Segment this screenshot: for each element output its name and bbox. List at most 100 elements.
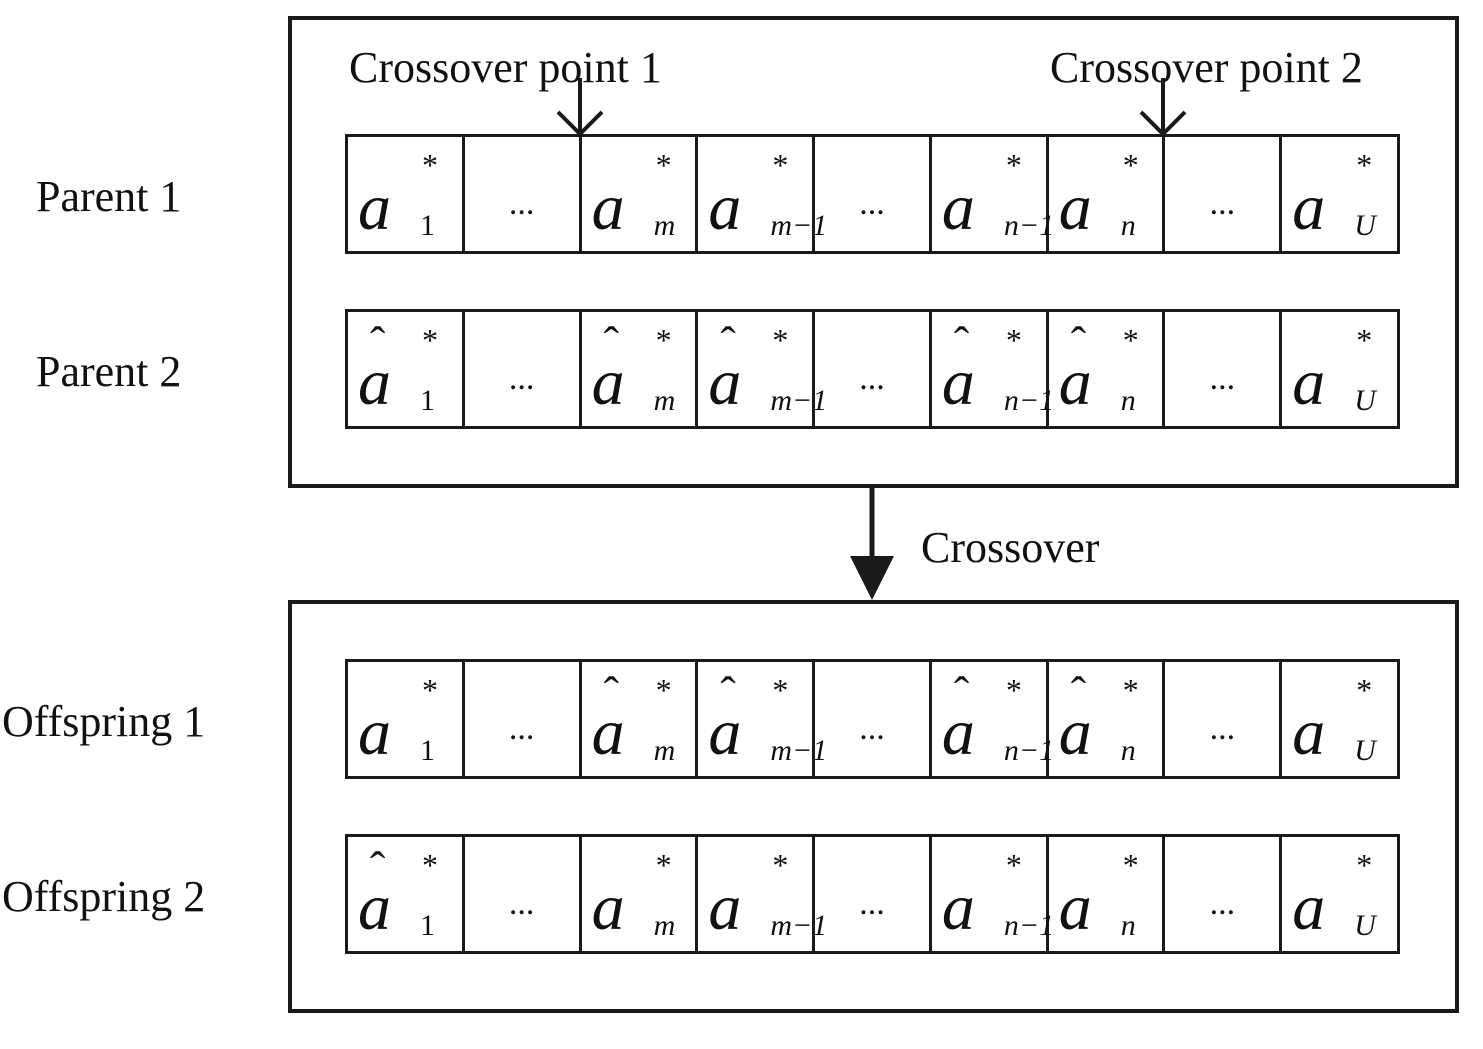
- gene-symbol: a: [708, 346, 742, 419]
- gene-subscript: 1: [420, 909, 435, 942]
- crossover-point-2-label: Crossover point 2: [1050, 43, 1363, 92]
- gene-symbol: a: [358, 871, 391, 944]
- hat-accent-icon: ˆ: [720, 667, 736, 718]
- gene-symbol: a: [1058, 346, 1092, 419]
- gene-star: *: [655, 847, 672, 883]
- gene-star: *: [1356, 672, 1373, 708]
- gene-cell-ellipsis: ...: [815, 137, 932, 251]
- gene-symbol: a: [1058, 171, 1092, 244]
- gene-star: *: [422, 847, 438, 883]
- gene-star: *: [772, 847, 789, 883]
- gene-star: *: [772, 147, 789, 183]
- gene-symbol: a: [358, 696, 391, 769]
- gene-symbol: a: [1058, 871, 1092, 944]
- row-label-parent-1: Parent 1: [36, 172, 182, 221]
- gene-cell: a * n−1: [932, 837, 1054, 951]
- gene-star: *: [1356, 847, 1373, 883]
- gene-star: *: [422, 672, 438, 708]
- gene-row-offspring-2: a ˆ * 1... a * m a * m−1... a * n−1 a * n... a * U: [345, 834, 1400, 954]
- ellipsis-text: ...: [508, 360, 535, 397]
- ellipsis-text: ...: [1209, 885, 1236, 922]
- gene-cell: a * n: [1049, 137, 1166, 251]
- gene-symbol: a: [1292, 346, 1326, 419]
- hat-accent-icon: ˆ: [953, 667, 970, 718]
- hat-accent-icon: ˆ: [603, 667, 619, 718]
- gene-star: *: [422, 147, 438, 183]
- gene-subscript: U: [1354, 384, 1376, 417]
- gene-symbol: a: [941, 871, 975, 944]
- gene-cell: a * m−1: [698, 837, 827, 951]
- gene-subscript: n−1: [1003, 734, 1055, 767]
- gene-cell-ellipsis: ...: [815, 312, 932, 426]
- gene-symbol: a: [1292, 171, 1326, 244]
- gene-subscript: m−1: [770, 209, 828, 242]
- gene-cell: a ˆ * m: [582, 662, 699, 776]
- gene-star: *: [422, 322, 438, 358]
- gene-cell: a * 1: [348, 662, 465, 776]
- gene-subscript: n: [1120, 909, 1136, 942]
- gene-symbol: a: [708, 171, 742, 244]
- gene-cell-ellipsis: ...: [1165, 312, 1283, 426]
- hat-accent-icon: ˆ: [1070, 317, 1087, 368]
- gene-symbol: a: [708, 871, 742, 944]
- gene-subscript: m−1: [770, 734, 828, 767]
- gene-subscript: U: [1354, 734, 1376, 767]
- gene-star: *: [1356, 322, 1373, 358]
- crossover-point-1-label: Crossover point 1: [349, 43, 662, 92]
- gene-cell-ellipsis: ...: [815, 662, 932, 776]
- gene-row-parent-1: a * 1... a * m a * m−1... a * n−1 a * n... a * U: [345, 134, 1400, 254]
- gene-cell-ellipsis: ...: [465, 137, 582, 251]
- gene-cell: a * U: [1282, 662, 1397, 776]
- crossover-arrow: [850, 488, 894, 600]
- row-label-offspring-2: Offspring 2: [2, 872, 206, 921]
- gene-symbol: a: [358, 171, 391, 244]
- gene-subscript: n: [1120, 384, 1136, 417]
- row-label-parent-2: Parent 2: [36, 347, 182, 396]
- gene-star: *: [655, 147, 672, 183]
- gene-row-parent-2: a ˆ * 1... a ˆ * m a ˆ * m−1... a ˆ * n−1 a ˆ * n... a * U: [345, 309, 1400, 429]
- crossover-label: Crossover: [921, 523, 1100, 572]
- gene-subscript: n−1: [1003, 384, 1055, 417]
- gene-star: *: [655, 322, 672, 358]
- hat-accent-icon: ˆ: [370, 842, 386, 893]
- gene-star: *: [772, 672, 789, 708]
- gene-subscript: m: [653, 384, 676, 417]
- gene-symbol: a: [1292, 871, 1326, 944]
- gene-star: *: [1005, 147, 1022, 183]
- gene-symbol: a: [941, 696, 975, 769]
- gene-symbol: a: [591, 696, 625, 769]
- gene-cell: a * n−1: [932, 137, 1054, 251]
- crossover-point-2-arrow: [1139, 78, 1187, 137]
- gene-star: *: [1356, 147, 1373, 183]
- crossover-point-1-arrow: [556, 78, 604, 137]
- ellipsis-text: ...: [859, 360, 885, 397]
- ellipsis-text: ...: [859, 710, 885, 747]
- parents-box: [288, 16, 1459, 488]
- gene-cell: a ˆ * n: [1049, 312, 1166, 426]
- gene-cell-ellipsis: ...: [1165, 137, 1283, 251]
- gene-subscript: m: [653, 209, 676, 242]
- gene-subscript: U: [1354, 209, 1376, 242]
- gene-subscript: n−1: [1003, 209, 1055, 242]
- gene-cell: a * n: [1049, 837, 1166, 951]
- gene-subscript: n−1: [1003, 909, 1055, 942]
- ellipsis-text: ...: [859, 185, 885, 222]
- gene-star: *: [1005, 847, 1022, 883]
- gene-cell: a * 1: [348, 137, 465, 251]
- gene-cell: a * U: [1282, 137, 1397, 251]
- gene-star: *: [772, 322, 789, 358]
- gene-cell: a ˆ * n−1: [932, 662, 1054, 776]
- gene-subscript: m: [653, 909, 676, 942]
- gene-cell-ellipsis: ...: [465, 837, 582, 951]
- gene-star: *: [1122, 672, 1139, 708]
- gene-cell: a * m: [582, 837, 699, 951]
- gene-star: *: [1122, 322, 1139, 358]
- ellipsis-text: ...: [508, 185, 535, 222]
- gene-cell: a * m−1: [698, 137, 827, 251]
- gene-cell: a ˆ * 1: [348, 312, 465, 426]
- gene-subscript: m−1: [770, 909, 828, 942]
- hat-accent-icon: ˆ: [720, 317, 736, 368]
- gene-subscript: 1: [420, 384, 435, 417]
- hat-accent-icon: ˆ: [603, 317, 619, 368]
- gene-star: *: [1005, 672, 1022, 708]
